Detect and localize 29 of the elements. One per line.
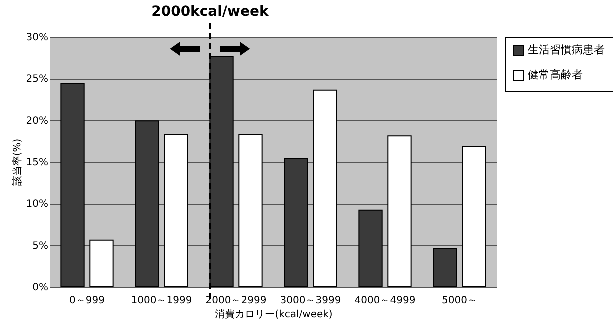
bar — [135, 120, 160, 288]
y-tick-label: 5% — [32, 240, 48, 252]
x-tick-label: 3000～3999 — [280, 296, 342, 306]
bar — [433, 248, 458, 288]
bar — [284, 158, 308, 288]
bar — [238, 134, 263, 288]
bar — [462, 146, 486, 288]
bar — [60, 83, 85, 288]
x-axis-title: 消費カロリー(kcal/week) — [215, 308, 333, 320]
legend-label: 健常高齢者 — [528, 68, 583, 82]
bar — [90, 240, 114, 288]
y-tick-label: 25% — [26, 74, 48, 86]
y-tick-label: 0% — [32, 282, 48, 294]
ref-line-label: 2000kcal/week — [152, 4, 270, 20]
x-tick-label: 2000～2999 — [206, 296, 267, 306]
y-axis-title: 該当率(%) — [11, 138, 24, 186]
bar — [313, 90, 338, 288]
x-tick-label: 5000～ — [442, 296, 478, 306]
x-tick-label: 0～999 — [70, 296, 105, 306]
y-tick-label: 20% — [26, 116, 48, 127]
bar — [388, 136, 412, 288]
y-tick-label: 30% — [26, 32, 48, 44]
y-tick-label: 15% — [26, 158, 48, 168]
bar — [164, 134, 188, 288]
bar — [358, 210, 383, 288]
x-tick-label: 4000～4999 — [354, 296, 416, 306]
x-tick-label: 1000～1999 — [131, 296, 192, 306]
legend-label: 生活習慣病患者 — [528, 44, 605, 56]
y-tick-label: 10% — [26, 199, 48, 210]
